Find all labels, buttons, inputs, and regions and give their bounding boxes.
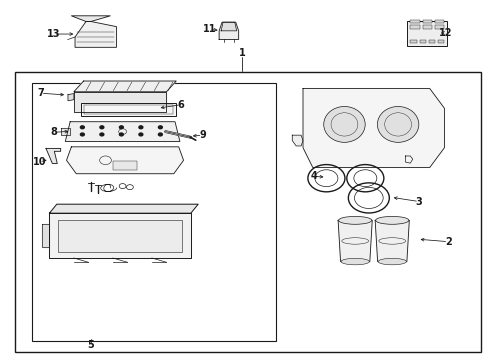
Bar bbox=[422, 20, 431, 23]
Ellipse shape bbox=[338, 216, 371, 224]
Text: 11: 11 bbox=[202, 24, 216, 35]
Polygon shape bbox=[405, 156, 412, 163]
Polygon shape bbox=[292, 135, 303, 146]
Ellipse shape bbox=[377, 107, 418, 142]
Bar bbox=[409, 20, 419, 23]
Circle shape bbox=[158, 126, 162, 129]
Polygon shape bbox=[61, 128, 70, 135]
Polygon shape bbox=[74, 92, 166, 112]
Bar bbox=[409, 40, 416, 43]
Circle shape bbox=[158, 133, 162, 136]
Bar bbox=[422, 25, 431, 29]
Circle shape bbox=[119, 126, 123, 129]
Circle shape bbox=[80, 133, 84, 136]
Bar bbox=[58, 220, 182, 252]
Text: 9: 9 bbox=[199, 130, 205, 140]
Bar bbox=[81, 103, 176, 116]
Bar bbox=[15, 72, 480, 352]
Bar bbox=[437, 40, 444, 43]
Bar bbox=[428, 40, 434, 43]
Bar bbox=[409, 25, 419, 29]
Bar bbox=[434, 20, 444, 23]
Polygon shape bbox=[68, 94, 74, 101]
Polygon shape bbox=[46, 148, 61, 163]
Polygon shape bbox=[49, 204, 198, 213]
Bar bbox=[84, 105, 172, 114]
Text: 3: 3 bbox=[415, 197, 422, 207]
Polygon shape bbox=[337, 220, 371, 262]
Text: 4: 4 bbox=[310, 171, 317, 181]
Text: 2: 2 bbox=[444, 237, 451, 247]
Text: 12: 12 bbox=[438, 28, 451, 38]
Bar bbox=[32, 83, 276, 341]
Circle shape bbox=[139, 133, 142, 136]
Ellipse shape bbox=[323, 107, 365, 142]
Polygon shape bbox=[66, 147, 183, 174]
Ellipse shape bbox=[375, 216, 408, 224]
Polygon shape bbox=[42, 224, 49, 247]
Polygon shape bbox=[65, 122, 180, 141]
Bar bbox=[407, 21, 447, 45]
Bar bbox=[434, 25, 444, 29]
Text: 1: 1 bbox=[238, 48, 245, 58]
Polygon shape bbox=[71, 16, 110, 22]
Text: 7: 7 bbox=[37, 88, 44, 98]
Text: 5: 5 bbox=[87, 340, 94, 350]
Circle shape bbox=[100, 133, 103, 136]
Text: 13: 13 bbox=[46, 29, 60, 39]
Text: 8: 8 bbox=[50, 127, 57, 137]
Bar bbox=[113, 161, 137, 170]
Circle shape bbox=[80, 126, 84, 129]
Polygon shape bbox=[49, 213, 190, 258]
Circle shape bbox=[119, 133, 123, 136]
Circle shape bbox=[139, 126, 142, 129]
Polygon shape bbox=[221, 22, 236, 31]
Polygon shape bbox=[219, 22, 238, 40]
Ellipse shape bbox=[340, 258, 368, 265]
Polygon shape bbox=[303, 89, 444, 167]
Polygon shape bbox=[75, 22, 116, 47]
Text: 6: 6 bbox=[177, 100, 184, 110]
Text: 10: 10 bbox=[32, 157, 46, 167]
Polygon shape bbox=[374, 220, 408, 262]
Bar bbox=[419, 40, 425, 43]
Polygon shape bbox=[74, 81, 176, 92]
Circle shape bbox=[100, 126, 103, 129]
Ellipse shape bbox=[377, 258, 406, 265]
